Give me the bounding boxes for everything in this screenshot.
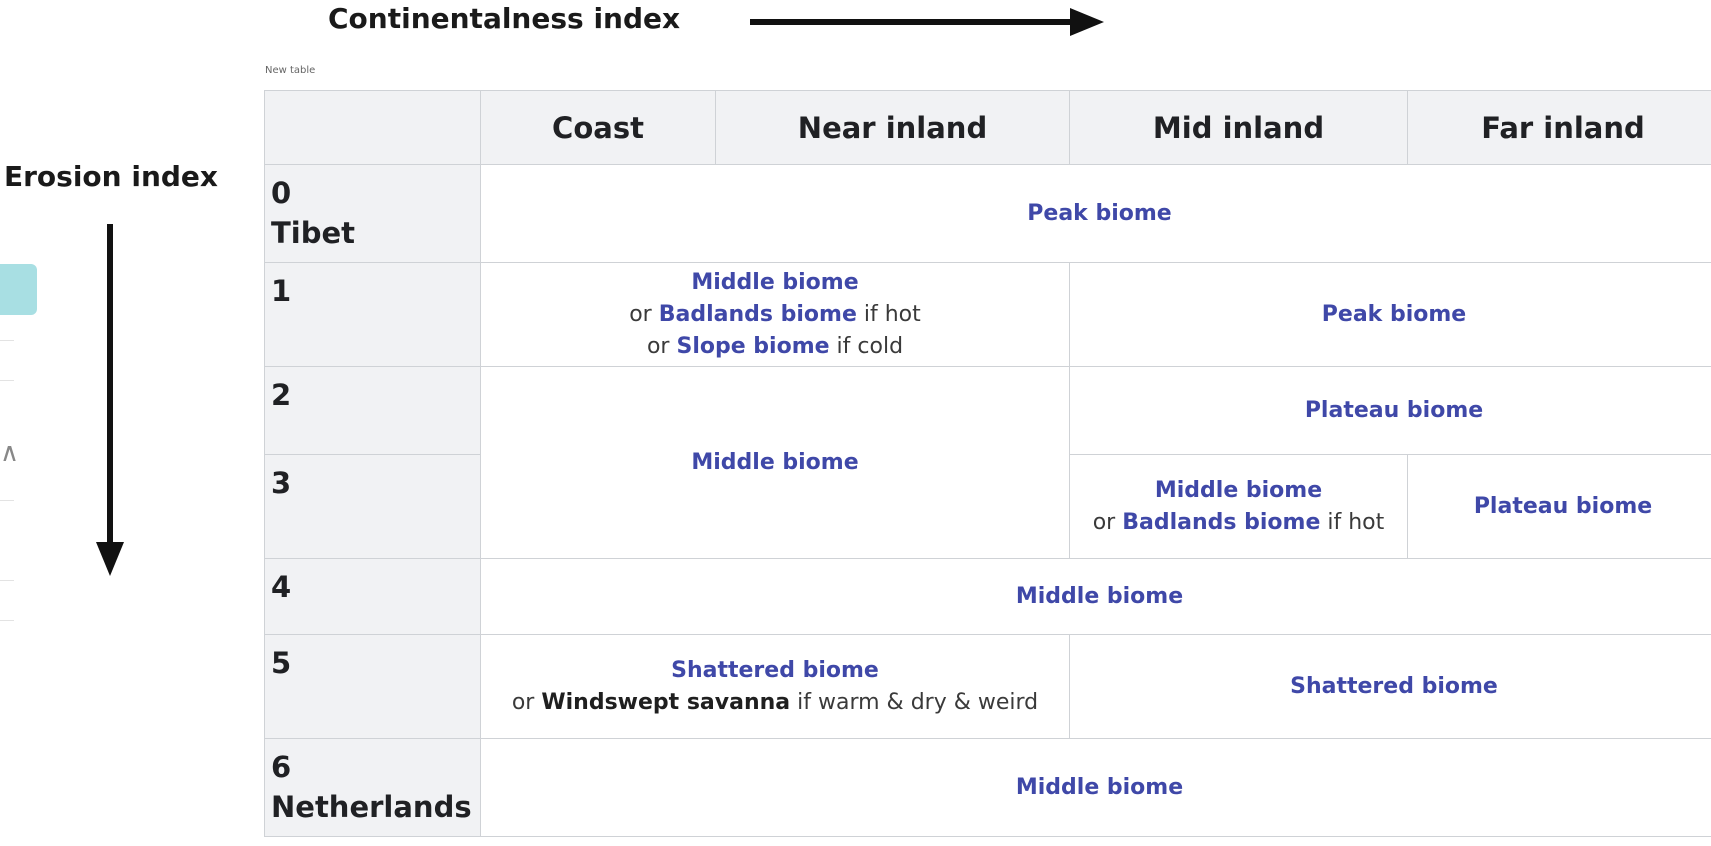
biome-link[interactable]: Middle biome: [691, 449, 859, 475]
side-panel-divider: [0, 580, 14, 581]
row-name: Netherlands: [271, 790, 472, 824]
table-row: 3 Middle biome or Badlands biome if hot …: [264, 454, 1711, 559]
row-index: 1: [271, 274, 292, 308]
column-header-mid-inland: Mid inland: [1069, 90, 1408, 165]
biome-name: Windswept savanna: [541, 689, 791, 715]
cell-r6-all: Middle biome: [480, 738, 1711, 837]
cell-r3-mid: Middle biome or Badlands biome if hot: [1069, 454, 1408, 559]
side-panel-divider: [0, 340, 14, 341]
cell-text: or: [646, 333, 670, 359]
row-header-5: 5: [264, 634, 481, 739]
row-header-2: 2: [264, 366, 481, 455]
side-panel-divider: [0, 380, 14, 381]
table-row: 1 Middle biome or Badlands biome if hot …: [264, 262, 1711, 367]
column-header-coast: Coast: [480, 90, 716, 165]
cell-text: or: [1092, 509, 1116, 535]
row-header-0: 0 Tibet: [264, 164, 481, 263]
cell-r1-mid-far: Peak biome: [1069, 262, 1711, 367]
cell-r23-coast-near: Middle biome: [480, 366, 1070, 559]
row-index: 2: [271, 378, 292, 412]
biome-link[interactable]: Badlands biome: [658, 301, 857, 327]
biome-link[interactable]: Peak biome: [1027, 200, 1172, 226]
biome-link[interactable]: Badlands biome: [1122, 509, 1321, 535]
biome-link[interactable]: Plateau biome: [1304, 397, 1484, 423]
biome-link[interactable]: Middle biome: [691, 269, 859, 295]
column-header-far-inland: Far inland: [1407, 90, 1711, 165]
biome-table: Coast Near inland Mid inland Far inland …: [264, 90, 1711, 837]
biome-link[interactable]: Peak biome: [1321, 301, 1467, 327]
side-panel-tab[interactable]: [0, 264, 37, 315]
cell-text: if warm & dry & weird: [797, 689, 1039, 715]
table-row: 0 Tibet Peak biome: [264, 164, 1711, 263]
biome-link[interactable]: Middle biome: [1154, 477, 1323, 503]
table-corner-cell: [264, 90, 481, 165]
biome-link[interactable]: Plateau biome: [1473, 493, 1653, 519]
row-index: 5: [271, 646, 292, 680]
cell-text: if hot: [1327, 509, 1385, 535]
side-panel-divider: [0, 620, 14, 621]
table-row: 4 Middle biome: [264, 558, 1711, 635]
cell-text: or: [511, 689, 535, 715]
row-name: Tibet: [271, 216, 356, 250]
cell-r5-coast-near: Shattered biome or Windswept savanna if …: [480, 634, 1070, 739]
table-caption: New table: [265, 65, 316, 76]
down-arrow-icon: [96, 224, 124, 576]
row-index: 6: [271, 750, 292, 784]
side-panel-divider: [0, 500, 14, 501]
continentalness-axis-label: Continentalness index: [328, 2, 681, 35]
column-header-near-inland: Near inland: [715, 90, 1070, 165]
biome-link[interactable]: Middle biome: [1015, 583, 1184, 609]
row-header-1: 1: [264, 262, 481, 367]
biome-link[interactable]: Slope biome: [676, 333, 830, 359]
table-row: 2 Middle biome Plateau biome: [264, 366, 1711, 559]
row-index: 4: [271, 570, 292, 604]
cell-r1-coast-near: Middle biome or Badlands biome if hot or…: [480, 262, 1070, 367]
row-header-4: 4: [264, 558, 481, 635]
cell-r5-mid-far: Shattered biome: [1069, 634, 1711, 739]
cell-r0-all: Peak biome: [480, 164, 1711, 263]
row-index: 3: [271, 466, 292, 500]
cell-r2-mid-far: Plateau biome: [1069, 366, 1711, 455]
cell-r4-all: Middle biome: [480, 558, 1711, 635]
cell-text: if cold: [836, 333, 904, 359]
row-header-6: 6 Netherlands: [264, 738, 481, 837]
cell-text: if hot: [863, 301, 921, 327]
table-row: 6 Netherlands Middle biome: [264, 738, 1711, 837]
caret-up-icon: ∧: [0, 438, 20, 468]
table-header-row: Coast Near inland Mid inland Far inland: [264, 90, 1711, 165]
biome-link[interactable]: Shattered biome: [671, 657, 879, 683]
biome-link[interactable]: Shattered biome: [1290, 673, 1498, 699]
row-header-3: 3: [264, 454, 481, 559]
biome-link[interactable]: Middle biome: [1015, 774, 1184, 800]
table-row: 5 Shattered biome or Windswept savanna i…: [264, 634, 1711, 739]
right-arrow-icon: [750, 8, 1104, 36]
cell-r3-far: Plateau biome: [1407, 454, 1711, 559]
cell-text: or: [629, 301, 652, 327]
erosion-axis-label: Erosion index: [4, 160, 218, 193]
row-index: 0: [271, 176, 292, 210]
